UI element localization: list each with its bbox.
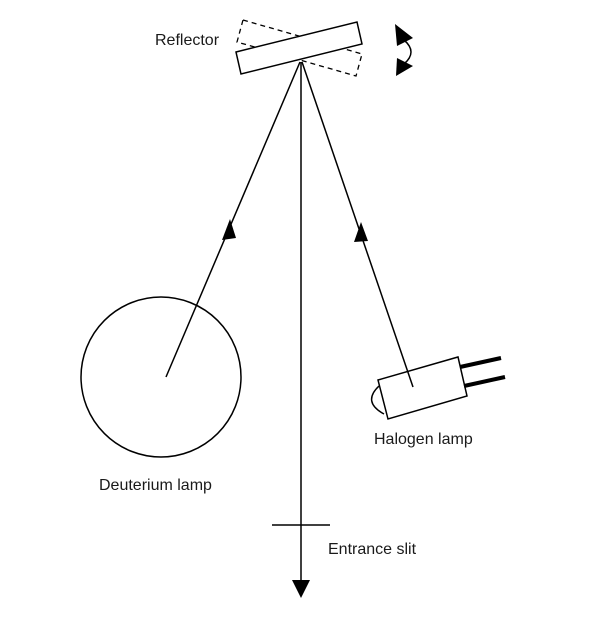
deuterium-lamp-label: Deuterium lamp (99, 477, 212, 494)
beam-direction-arrow-icon (354, 222, 368, 242)
entrance-slit-label: Entrance slit (328, 541, 417, 558)
output-beam (292, 62, 310, 598)
reflector-label: Reflector (155, 32, 220, 49)
halogen-lamp-label: Halogen lamp (374, 431, 473, 448)
beam-direction-arrow-icon (292, 580, 310, 598)
reflector (235, 21, 363, 75)
halogen-beam (301, 61, 414, 388)
rotation-arrow-icon (395, 24, 413, 76)
beam-direction-arrow-icon (222, 219, 236, 240)
deuterium-lamp (80, 296, 242, 458)
halogen-lamp (370, 356, 506, 420)
deuterium-beam (165, 61, 301, 378)
